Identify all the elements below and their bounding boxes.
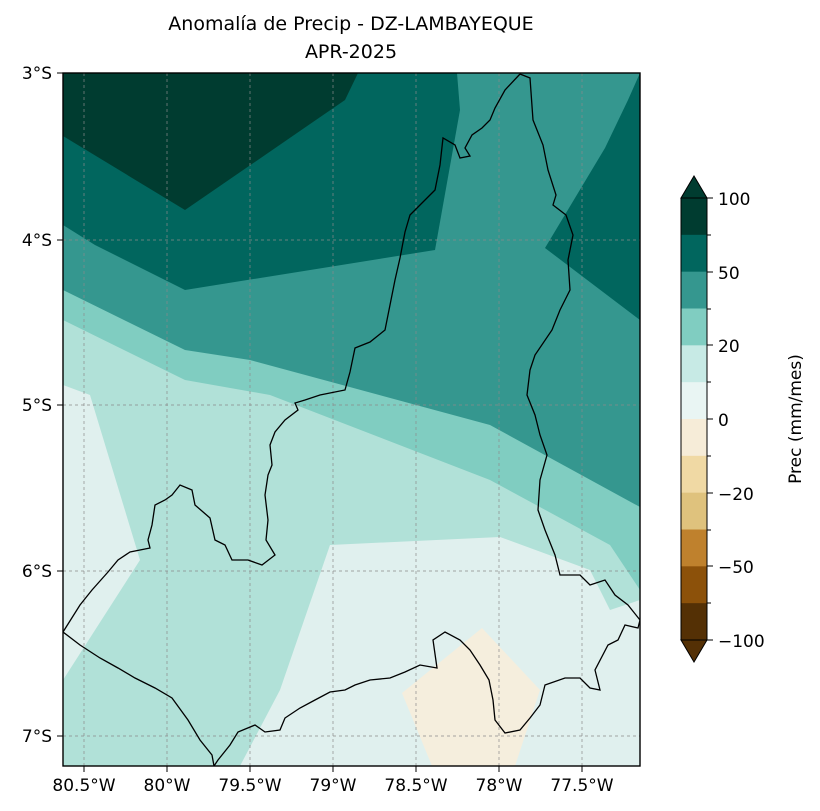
- colorbar-block: [681, 529, 707, 567]
- cb-label-100: 100: [718, 190, 750, 210]
- lat-label-6s: 6°S: [22, 562, 52, 582]
- colorbar-block: [681, 234, 707, 273]
- lon-label-78-5w: 78.5°W: [384, 776, 447, 796]
- region-boundary-west-inland: [63, 73, 521, 633]
- colorbar-blocks: [681, 198, 707, 641]
- colorbar-block: [681, 492, 707, 530]
- field-darkest-band: [63, 73, 358, 210]
- colorbar-block: [681, 382, 707, 420]
- colorbar-block: [681, 308, 707, 346]
- cb-label-neg20: −20: [718, 485, 754, 505]
- region-boundary-west: [63, 631, 215, 766]
- colorbar-top-extension: [680, 175, 708, 199]
- lon-labels: 80.5°W 80°W 79.5°W 79°W 78.5°W 78°W 77.5…: [52, 776, 613, 796]
- gridlines: [63, 73, 640, 766]
- colorbar-label: Prec (mm/mes): [786, 354, 806, 484]
- cb-label-0: 0: [718, 411, 729, 431]
- colorbar: 100 50 20 0 −20 −50 −100 Prec (mm/mes): [680, 175, 806, 663]
- colorbar-block: [681, 566, 707, 604]
- lat-labels: 3°S 4°S 5°S 6°S 7°S: [22, 64, 52, 747]
- map-frame: [62, 72, 641, 767]
- lon-label-78w: 78°W: [476, 776, 523, 796]
- field-cream-patch: [402, 628, 540, 766]
- colorbar-block: [681, 455, 707, 494]
- lon-label-80w: 80°W: [144, 776, 191, 796]
- cb-label-50: 50: [718, 264, 740, 284]
- lon-label-80-5w: 80.5°W: [52, 776, 115, 796]
- lat-label-7s: 7°S: [22, 727, 52, 747]
- cb-label-20: 20: [718, 337, 740, 357]
- region-boundary: [213, 73, 640, 766]
- colorbar-ticks: [707, 197, 713, 641]
- colorbar-block: [681, 419, 707, 457]
- lon-label-79w: 79°W: [310, 776, 357, 796]
- cb-label-neg100: −100: [718, 632, 765, 652]
- colorbar-block: [681, 271, 707, 309]
- anomaly-field: [63, 73, 640, 766]
- colorbar-bottom-extension: [680, 639, 708, 663]
- colorbar-block: [681, 603, 707, 641]
- lon-label-77-5w: 77.5°W: [550, 776, 613, 796]
- lat-label-5s: 5°S: [22, 396, 52, 416]
- colorbar-block: [681, 345, 707, 383]
- cb-label-neg50: −50: [718, 558, 754, 578]
- lon-label-79-5w: 79.5°W: [218, 776, 281, 796]
- lat-label-4s: 4°S: [22, 231, 52, 251]
- colorbar-tick-labels: 100 50 20 0 −20 −50 −100: [718, 190, 765, 652]
- map-subtitle: APR-2025: [304, 41, 398, 63]
- map-title: Anomalía de Precip - DZ-LAMBAYEQUE: [168, 13, 534, 35]
- boundaries: [63, 73, 640, 766]
- axis-ticks: [57, 72, 583, 772]
- lat-label-3s: 3°S: [22, 64, 52, 84]
- colorbar-block: [681, 198, 707, 236]
